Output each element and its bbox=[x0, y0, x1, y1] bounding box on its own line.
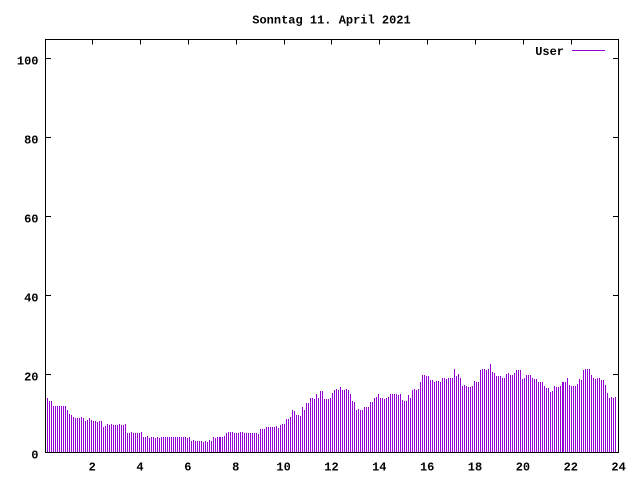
svg-text:60: 60 bbox=[24, 213, 38, 227]
svg-text:0: 0 bbox=[31, 449, 38, 463]
svg-text:6: 6 bbox=[184, 461, 191, 475]
svg-text:20: 20 bbox=[516, 461, 530, 475]
svg-text:100: 100 bbox=[17, 55, 39, 69]
svg-text:40: 40 bbox=[24, 292, 38, 306]
svg-text:Sonntag 11. April 2021: Sonntag 11. April 2021 bbox=[252, 14, 410, 28]
svg-text:20: 20 bbox=[24, 371, 38, 385]
svg-text:2: 2 bbox=[89, 461, 96, 475]
svg-text:22: 22 bbox=[564, 461, 578, 475]
svg-text:10: 10 bbox=[276, 461, 290, 475]
svg-text:14: 14 bbox=[372, 461, 386, 475]
svg-text:12: 12 bbox=[324, 461, 338, 475]
svg-text:18: 18 bbox=[468, 461, 482, 475]
svg-text:16: 16 bbox=[420, 461, 434, 475]
svg-text:8: 8 bbox=[232, 461, 239, 475]
svg-text:80: 80 bbox=[24, 134, 38, 148]
svg-text:24: 24 bbox=[611, 461, 625, 475]
svg-text:4: 4 bbox=[136, 461, 143, 475]
svg-text:User: User bbox=[535, 45, 564, 59]
